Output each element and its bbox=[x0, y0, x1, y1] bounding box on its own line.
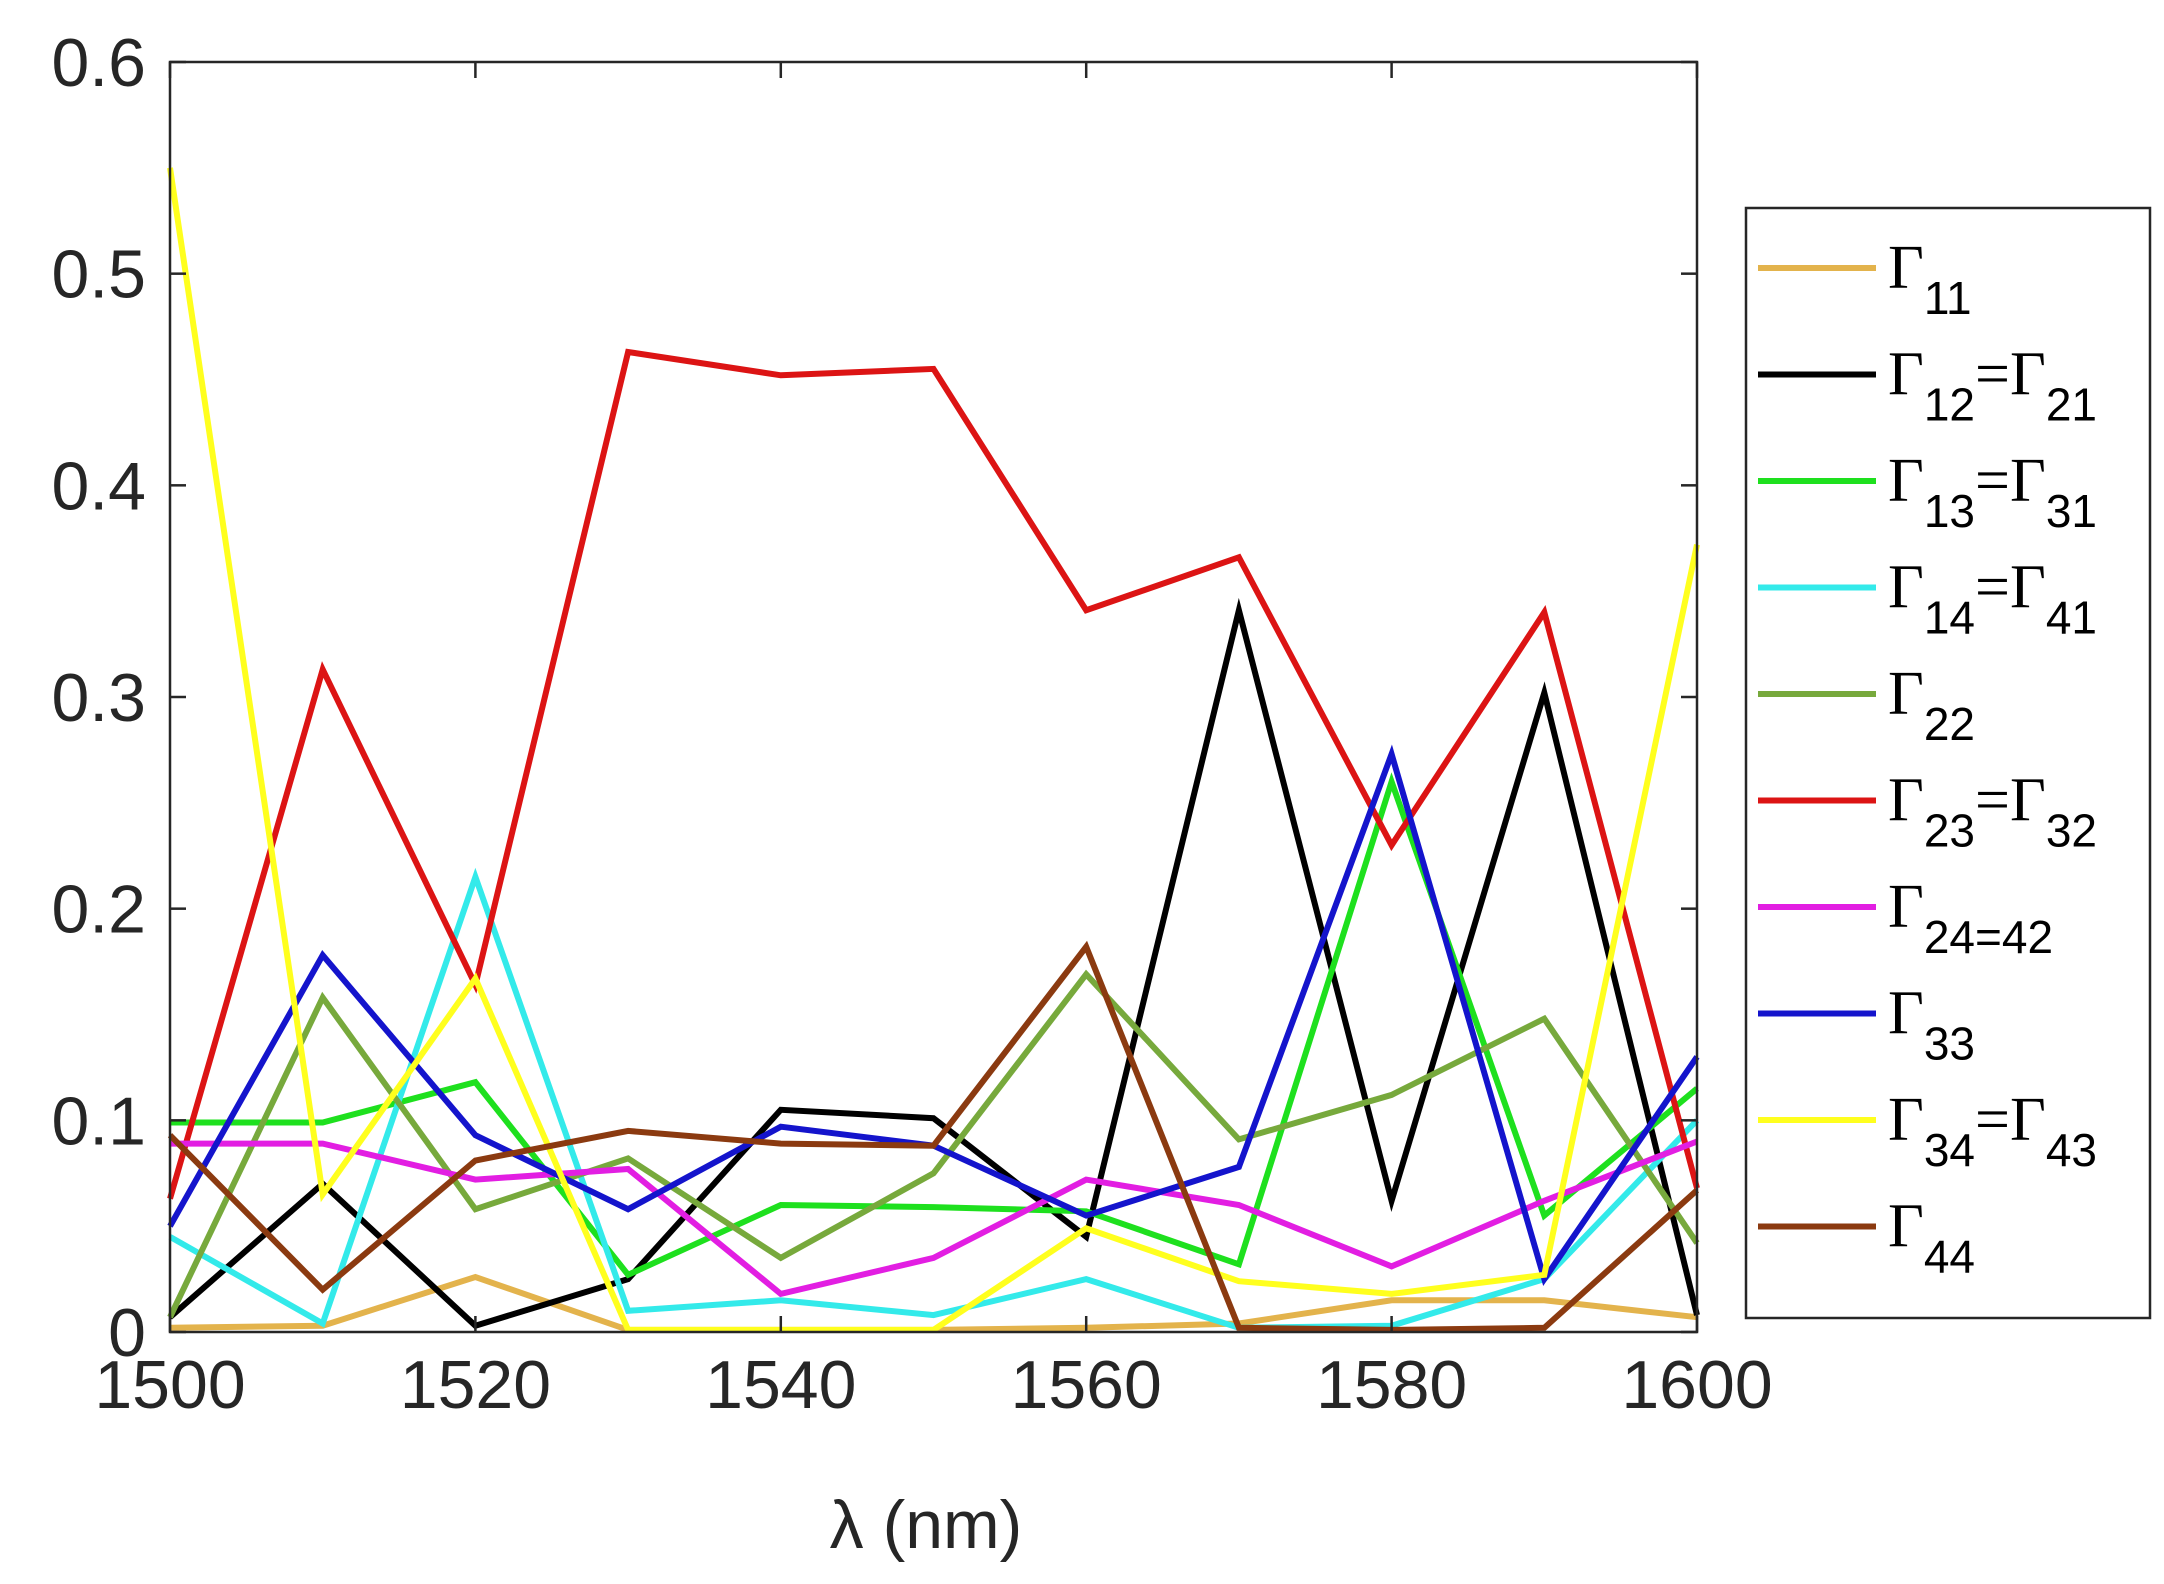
x-tick-label: 1520 bbox=[400, 1347, 551, 1423]
legend-label: Γ11 bbox=[1888, 234, 1972, 324]
legend-box bbox=[1744, 206, 2152, 1320]
series-layer bbox=[167, 167, 1700, 1333]
series-line-4 bbox=[168, 867, 1700, 1331]
x-tick-label: 1560 bbox=[1011, 1347, 1162, 1423]
series-line-5 bbox=[167, 969, 1700, 1319]
y-tick-label: 0.4 bbox=[51, 448, 146, 524]
series-line-10 bbox=[167, 940, 1700, 1333]
series-line-6 bbox=[167, 348, 1700, 1200]
x-tick-label: 1580 bbox=[1316, 1347, 1467, 1423]
legend-entry: Γ22 bbox=[1758, 660, 1975, 750]
series-line-7 bbox=[170, 1138, 1699, 1298]
y-tick-label: 0.2 bbox=[51, 872, 146, 948]
legend-entry: Γ34=Γ43 bbox=[1758, 1086, 2097, 1176]
legend-entry: Γ13=Γ31 bbox=[1758, 447, 2097, 537]
series-line-9 bbox=[167, 167, 1700, 1333]
legend-label: Γ33 bbox=[1888, 980, 1975, 1070]
legend-label: Γ23=Γ32 bbox=[1888, 767, 2097, 857]
legend-entry: Γ12=Γ21 bbox=[1758, 341, 2097, 431]
series-line-2 bbox=[168, 597, 1700, 1330]
legend-entry: Γ33 bbox=[1758, 980, 1975, 1070]
legend-entry: Γ11 bbox=[1758, 234, 1972, 324]
y-tick-label: 0.5 bbox=[51, 237, 146, 313]
y-tick-label: 0.1 bbox=[51, 1083, 146, 1159]
axes-layer: 1500 1520 1540 1560 1580 1600 0 0.1 0.2 0.3 0.4 0.5… bbox=[51, 25, 1772, 1423]
legend-entry: Γ23=Γ32 bbox=[1758, 767, 2097, 857]
legend-entry: Γ44 bbox=[1758, 1193, 1975, 1283]
legend-label: Γ14=Γ41 bbox=[1888, 554, 2097, 644]
legend-label: Γ12=Γ21 bbox=[1888, 341, 2097, 431]
y-tick-label: 0.6 bbox=[51, 25, 146, 101]
x-tick-label: 1540 bbox=[705, 1347, 856, 1423]
legend-label: Γ44 bbox=[1888, 1193, 1975, 1283]
legend-label: Γ13=Γ31 bbox=[1888, 447, 2097, 537]
legend-label: Γ22 bbox=[1888, 660, 1975, 750]
legend-entry: Γ24=42 bbox=[1758, 873, 2053, 963]
x-axis-label: λ (nm) bbox=[830, 1487, 1023, 1563]
x-tick-label: 1500 bbox=[94, 1347, 245, 1423]
x-tick-label: 1600 bbox=[1621, 1347, 1772, 1423]
legend-label: Γ24=42 bbox=[1888, 873, 2053, 963]
legend: Γ11 Γ12=Γ21 Γ13=Γ31 Γ14=Γ41 Γ22 Γ23=Γ32 Γ24=42… bbox=[1744, 206, 2152, 1320]
legend-entry: Γ14=Γ41 bbox=[1758, 554, 2097, 644]
legend-label: Γ34=Γ43 bbox=[1888, 1086, 2097, 1176]
y-tick-label: 0 bbox=[108, 1295, 146, 1371]
y-tick-label: 0.3 bbox=[51, 660, 146, 736]
